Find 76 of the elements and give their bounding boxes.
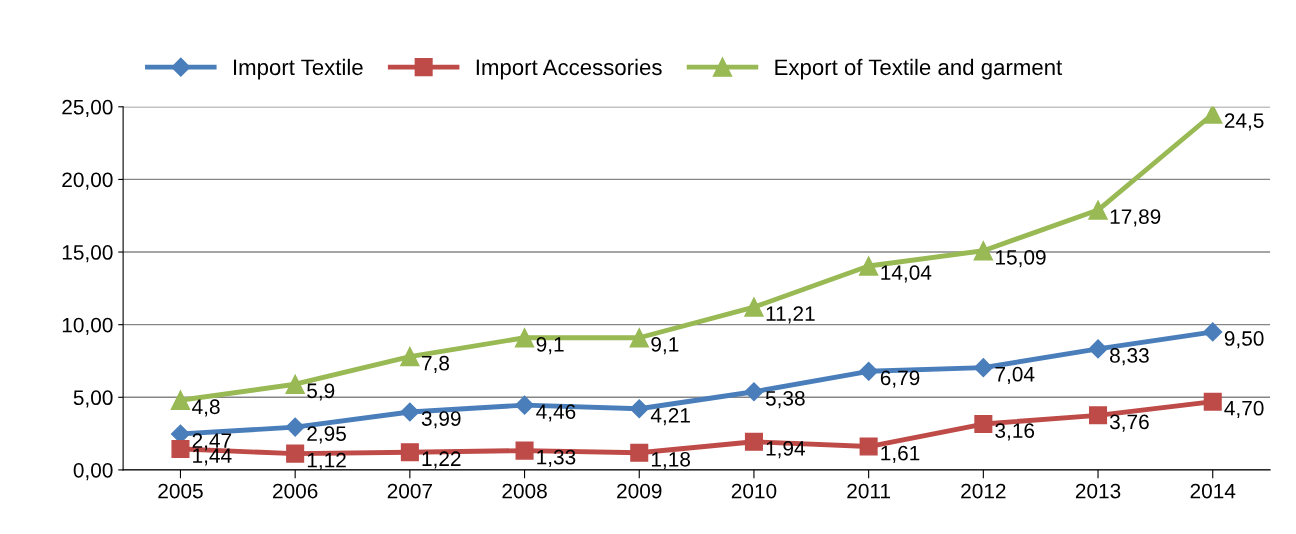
data-label: 1,94 (766, 440, 805, 459)
point (285, 417, 305, 437)
point (286, 444, 305, 463)
data-label: 4,8 (192, 399, 220, 417)
data-label: 8,33 (1110, 348, 1149, 366)
point (1203, 392, 1222, 411)
data-label: 1,18 (651, 451, 690, 470)
point (400, 402, 420, 422)
data-label: 4,70 (1224, 400, 1264, 419)
data-label: 4,21 (650, 407, 690, 426)
data-label: 9,1 (651, 336, 679, 355)
x-tick-label: 2008 (502, 483, 547, 499)
y-tick-label: 10,00 (62, 317, 113, 335)
point (973, 241, 994, 261)
point (171, 439, 190, 459)
x-tick-label: 2009 (617, 483, 662, 499)
y-tick-label: 25,00 (62, 99, 113, 118)
data-label: 3,99 (421, 411, 461, 429)
data-label: 24,5 (1224, 113, 1264, 131)
point (170, 390, 191, 410)
point (859, 361, 879, 381)
data-label: 3,16 (995, 423, 1035, 441)
data-label: 3,76 (1109, 414, 1149, 432)
point (514, 328, 535, 348)
point (1089, 406, 1108, 425)
data-label: 9,1 (536, 336, 564, 355)
point (973, 358, 993, 378)
legend-label: Import Textile (233, 58, 363, 80)
data-label: 11,21 (766, 306, 815, 324)
x-tick-label: 2007 (387, 483, 432, 499)
point (1088, 339, 1108, 359)
y-tick-label: 20,00 (62, 172, 113, 190)
point (1203, 322, 1223, 342)
x-tick-label: 2011 (847, 483, 891, 499)
y-tick-label: 0,00 (73, 462, 113, 481)
x-tick-label: 2013 (1075, 483, 1121, 499)
x-tick-label: 2012 (961, 483, 1006, 499)
legend-label: Export of Textile and garment (775, 58, 1063, 80)
point (744, 432, 763, 451)
point (744, 382, 764, 402)
point (1203, 106, 1223, 124)
data-label: 1,61 (881, 445, 920, 463)
point (974, 414, 993, 434)
data-label: 17,89 (1110, 209, 1161, 227)
point (1088, 200, 1108, 220)
point (629, 328, 649, 348)
point (515, 441, 534, 460)
data-label: 5,38 (765, 390, 805, 409)
x-tick-label: 2010 (731, 483, 777, 499)
legend-label: Import Accessories (476, 58, 662, 80)
data-label: 1,22 (422, 451, 461, 469)
y-tick-label: 5,00 (73, 390, 113, 408)
data-label: 4,46 (536, 404, 576, 422)
x-tick-label: 2006 (273, 483, 318, 499)
point (629, 399, 649, 419)
data-label: 7,8 (422, 355, 450, 374)
x-tick-label: 2014 (1190, 483, 1236, 499)
data-label: 2,95 (307, 426, 346, 444)
point (858, 256, 879, 276)
data-label: 1,12 (307, 452, 346, 471)
data-label: 9,50 (1224, 331, 1264, 349)
data-label: 5,9 (307, 383, 335, 401)
data-label: 6,79 (880, 370, 920, 388)
point (515, 395, 535, 415)
point (400, 346, 420, 367)
data-label: 1,33 (537, 449, 576, 467)
data-label: 15,09 (996, 249, 1046, 268)
y-tick-label: 15,00 (62, 245, 113, 263)
point (400, 443, 419, 462)
data-label: 7,04 (995, 366, 1035, 385)
point (630, 443, 649, 462)
point (285, 374, 305, 394)
x-tick-label: 2005 (158, 483, 203, 499)
point (859, 437, 878, 456)
data-label: 14,04 (881, 265, 932, 283)
point (744, 297, 764, 317)
